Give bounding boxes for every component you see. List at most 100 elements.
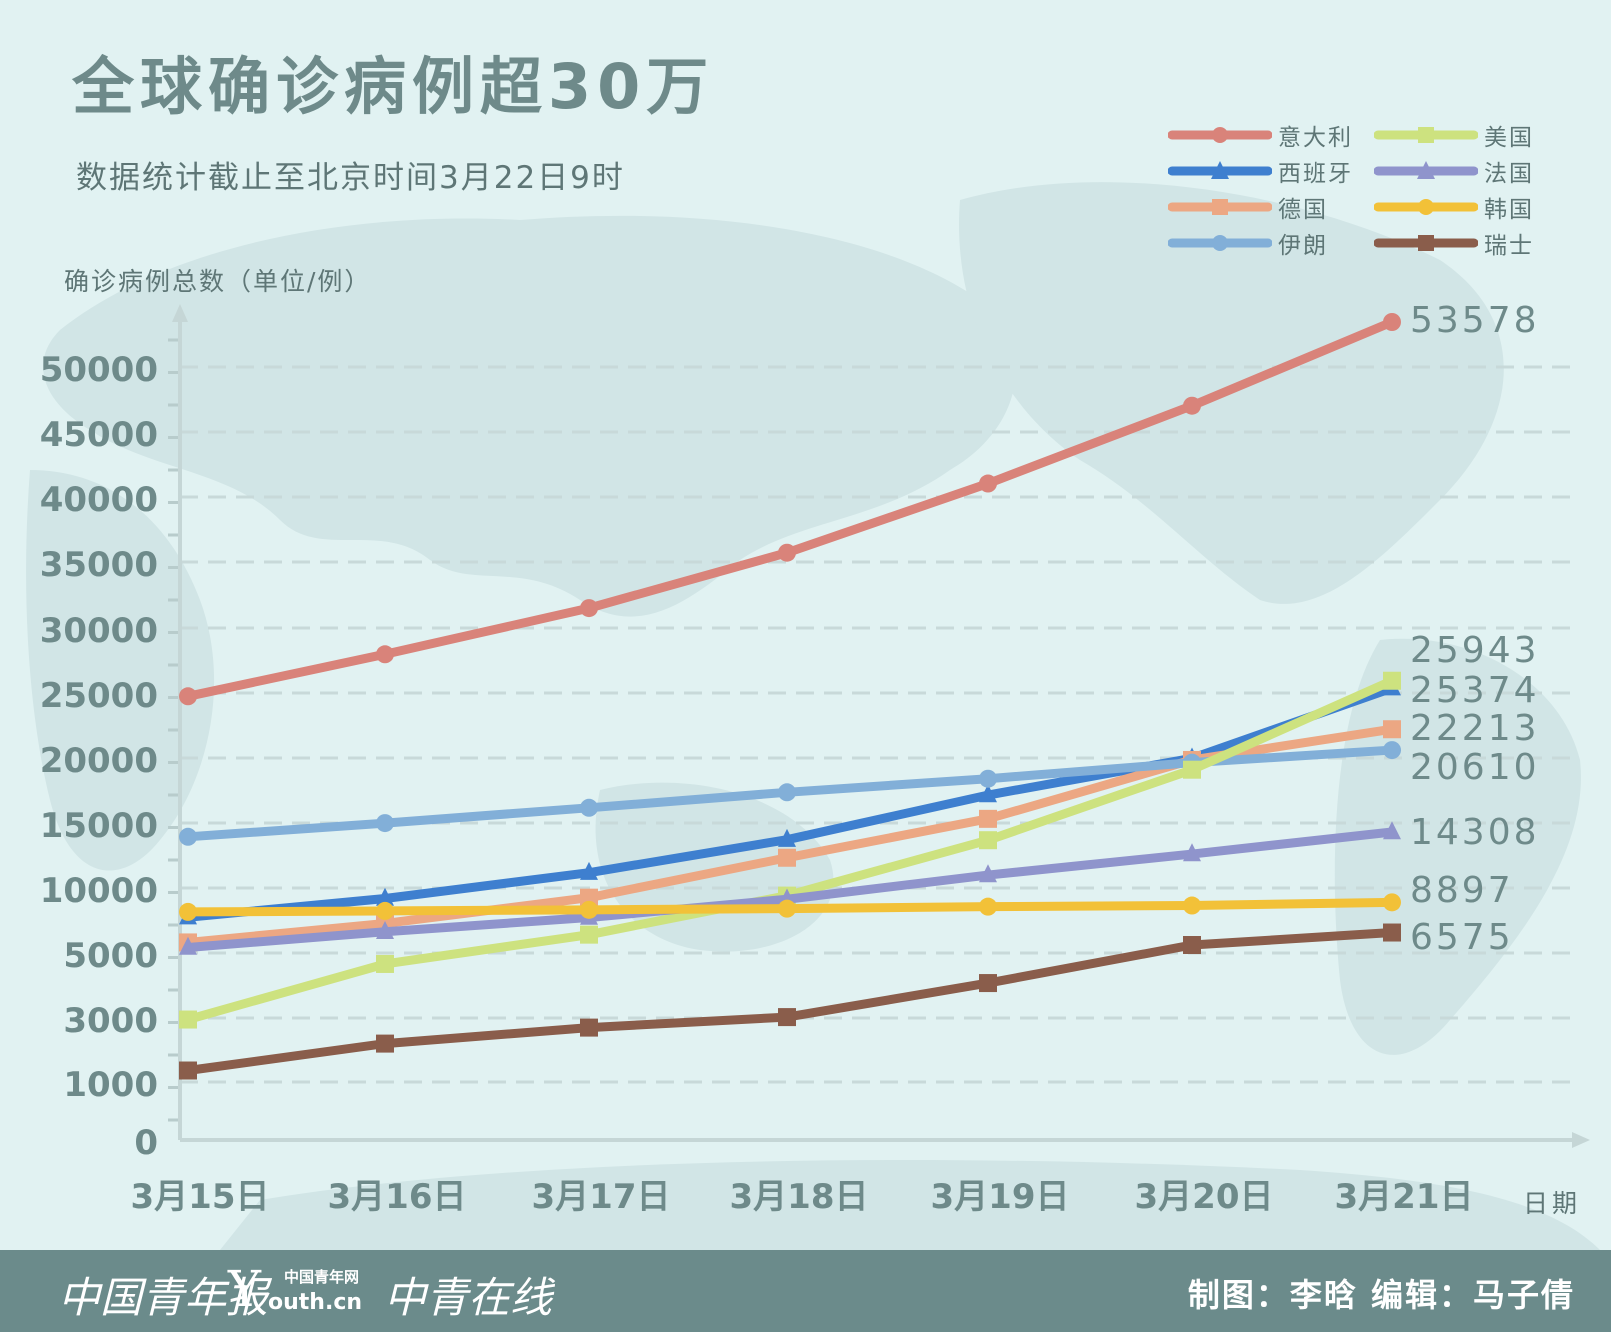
data-point-marker: [376, 920, 394, 939]
credits: 制图：李晗 编辑：马子倩: [1187, 1276, 1575, 1314]
data-point-marker: [376, 645, 394, 664]
data-point-marker: [580, 599, 598, 618]
legend-swatch: [1374, 235, 1478, 251]
end-value-label: 22213: [1410, 708, 1540, 749]
data-point-marker: [778, 848, 796, 867]
data-point-marker: [778, 828, 796, 847]
data-point-marker: [979, 974, 997, 993]
map-eurasia-shape: [43, 215, 1016, 617]
x-tick-label: 3月17日: [532, 1177, 671, 1217]
chart-legend: 意大利 西班牙德国伊朗 美国法国韩国瑞士: [1168, 118, 1598, 268]
legend-item: 法国: [1374, 154, 1534, 188]
logo-youth-site-text: outh.cn: [268, 1290, 363, 1315]
legend-swatch: [1374, 127, 1478, 143]
chart-subtitle: 数据统计截止至北京时间3月22日9时: [76, 160, 625, 196]
legend-swatch-marker: [1212, 199, 1228, 215]
y-tick-label: 10000: [40, 871, 158, 911]
y-tick-label: 3000: [63, 1001, 158, 1041]
end-value-label: 6575: [1410, 917, 1514, 958]
data-point-marker: [778, 543, 796, 562]
data-point-marker: [1183, 396, 1201, 415]
legend-label: 伊朗: [1278, 233, 1328, 259]
data-point-marker: [580, 798, 598, 817]
x-tick-label: 3月16日: [328, 1177, 467, 1217]
series-line: [183, 683, 1397, 922]
data-point-marker: [1383, 671, 1401, 690]
data-point-marker: [1383, 923, 1401, 942]
map-africa-shape: [26, 470, 215, 871]
y-tick-label: 50000: [40, 350, 158, 390]
y-tick-label: 20000: [40, 741, 158, 781]
legend-swatch: [1168, 127, 1272, 143]
end-value-label: 25943: [1410, 630, 1540, 671]
series-line: [183, 928, 1397, 1076]
y-tick-label: 30000: [40, 611, 158, 651]
legend-swatch-marker: [1212, 127, 1228, 143]
data-point-marker: [376, 887, 394, 906]
data-point-marker: [580, 1018, 598, 1037]
y-tick-label: 35000: [40, 545, 158, 585]
legend-label: 美国: [1484, 125, 1534, 151]
end-value-label: 20610: [1410, 747, 1540, 788]
legend-swatch-marker: [1417, 161, 1435, 179]
data-point-marker: [1183, 843, 1201, 862]
data-point-marker: [979, 809, 997, 828]
legend-swatch-marker: [1418, 127, 1434, 143]
y-axis-label: 确诊病例总数（单位/例）: [64, 267, 372, 296]
logo-youth-small-text: 中国青年网: [284, 1268, 360, 1286]
data-point-marker: [179, 687, 197, 706]
legend-swatch: [1168, 161, 1272, 179]
data-point-marker: [179, 936, 197, 955]
data-point-marker: [580, 861, 598, 880]
legend-label: 韩国: [1484, 197, 1534, 223]
y-tick-label: 5000: [63, 936, 158, 976]
legend-swatch-marker: [1211, 161, 1229, 179]
data-point-marker: [179, 1010, 197, 1029]
legend-item: 瑞士: [1374, 226, 1534, 260]
data-point-marker: [376, 901, 394, 920]
data-point-marker: [778, 783, 796, 802]
data-point-marker: [1383, 893, 1401, 912]
end-value-label: 14308: [1410, 812, 1540, 853]
map-antarctica-shape: [220, 1160, 1600, 1250]
legend-label: 德国: [1278, 197, 1328, 223]
data-point-marker: [778, 1008, 796, 1027]
x-tick-label: 3月21日: [1335, 1177, 1474, 1217]
x-axis-label: 日期: [1523, 1189, 1581, 1218]
legend-item: 美国: [1374, 118, 1534, 152]
logo-zqzx: 中青在线: [384, 1273, 553, 1322]
logo-youth-mark: Y: [228, 1260, 262, 1318]
y-tick-label: 25000: [40, 676, 158, 716]
x-tick-label: 3月19日: [931, 1177, 1070, 1217]
data-point-marker: [1183, 760, 1201, 779]
data-point-marker: [179, 1061, 197, 1080]
data-point-marker: [778, 899, 796, 918]
legend-swatch-marker: [1418, 235, 1434, 251]
data-point-marker: [1183, 936, 1201, 955]
legend-swatch-marker: [1212, 235, 1228, 251]
data-point-marker: [580, 925, 598, 944]
logo-youth-cn: Y 中国青年网 outh.cn: [228, 1260, 368, 1322]
legend-item: 意大利: [1168, 118, 1353, 152]
data-point-marker: [979, 864, 997, 883]
legend-item: 西班牙: [1168, 154, 1353, 188]
data-point-marker: [979, 784, 997, 803]
data-point-marker: [1383, 313, 1401, 331]
legend-item: 伊朗: [1168, 226, 1328, 260]
data-point-marker: [979, 769, 997, 788]
data-point-marker: [979, 474, 997, 493]
data-point-marker: [1383, 741, 1401, 760]
data-point-marker: [179, 902, 197, 921]
logo-china-youth-daily: 中国青年报: [58, 1273, 269, 1322]
legend-label: 瑞士: [1484, 233, 1534, 259]
data-point-marker: [1183, 896, 1201, 915]
data-point-marker: [376, 954, 394, 973]
y-tick-label: 15000: [40, 806, 158, 846]
end-value-label: 25374: [1410, 670, 1540, 711]
legend-swatch-marker: [1418, 199, 1434, 215]
y-tick-label: 1000: [63, 1065, 158, 1105]
chart-title: 全球确诊病例超30万: [72, 50, 715, 123]
legend-item: 韩国: [1374, 190, 1534, 224]
data-point-marker: [376, 1034, 394, 1053]
line-chart: 0 1000 3000 5000 10000 15000 20000 25000 30000 35…: [40, 300, 1590, 1218]
